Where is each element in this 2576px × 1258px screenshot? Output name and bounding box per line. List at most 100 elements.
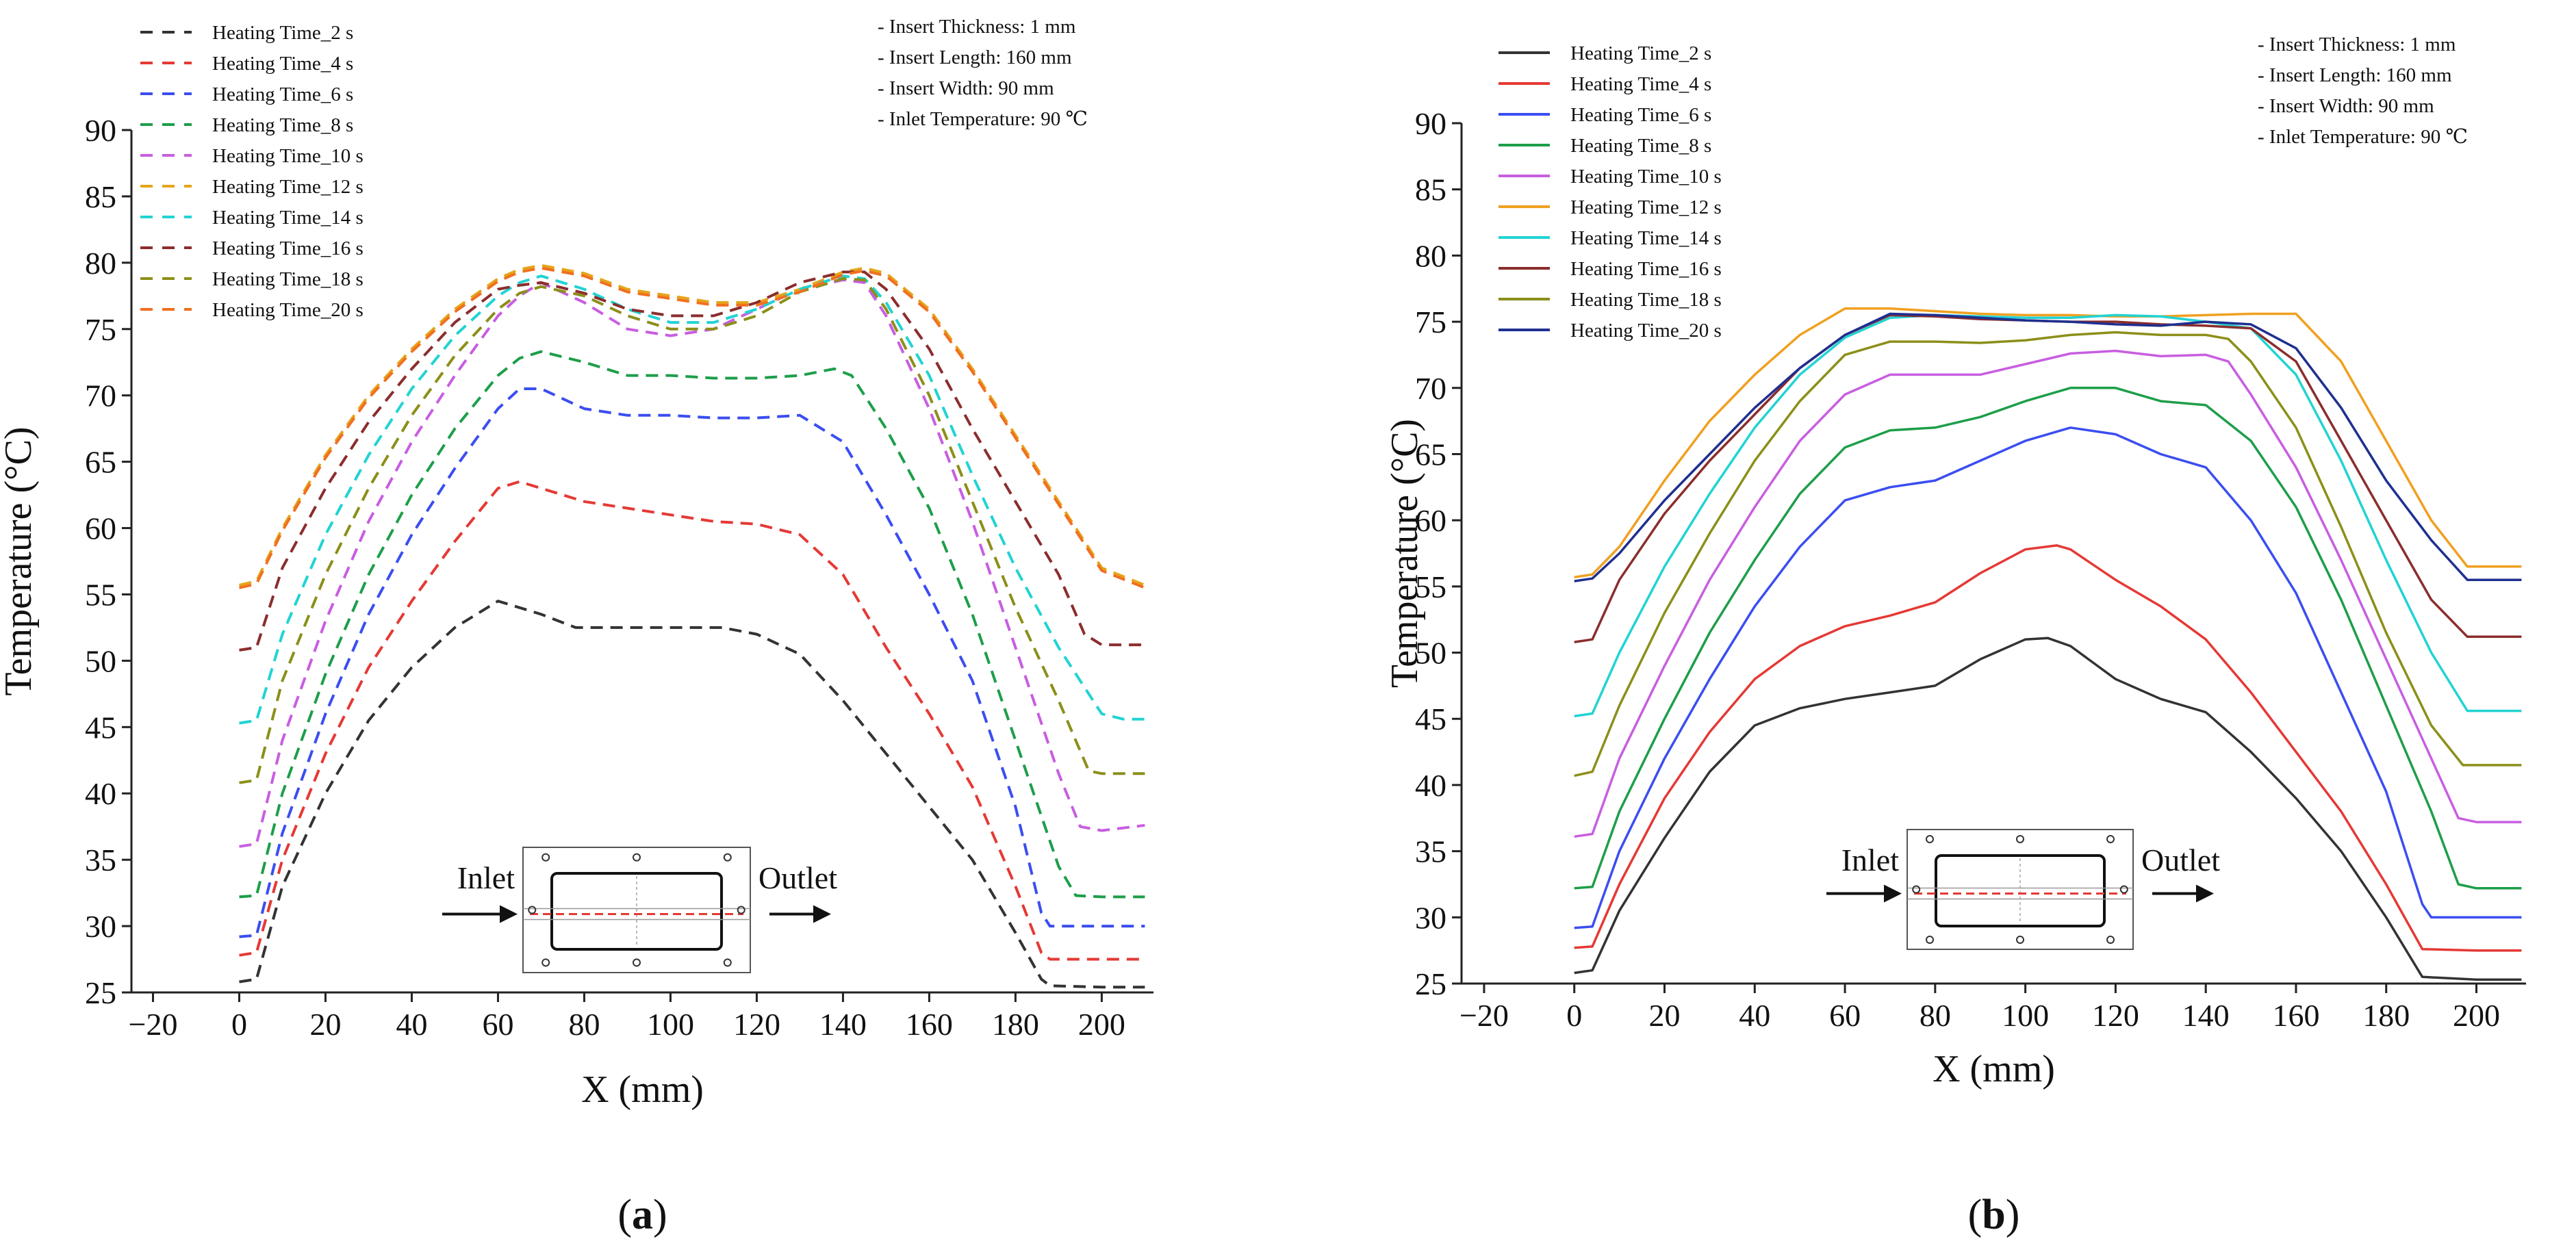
series-line-5: [239, 279, 1145, 848]
bolt-hole: [2119, 885, 2128, 894]
legend-label: Heating Time_2 s: [212, 22, 353, 44]
y-tick-label: 90: [85, 113, 116, 148]
x-axis-title: X (mm): [581, 1068, 704, 1111]
x-tick-label: 180: [992, 1007, 1039, 1042]
x-tick-label: 100: [2002, 998, 2049, 1033]
legend-label: Heating Time_12 s: [212, 176, 364, 198]
parameter-note: - Inlet Temperature: 90 ℃: [2258, 126, 2468, 148]
y-tick-label: 30: [85, 909, 116, 944]
y-tick-label: 60: [85, 511, 116, 546]
legend-label: Heating Time_16 s: [1570, 258, 1722, 280]
x-tick-label: 40: [1739, 998, 1770, 1033]
series-line-3: [239, 387, 1145, 938]
x-tick-label: 120: [2092, 998, 2139, 1033]
y-tick-label: 75: [1415, 305, 1446, 339]
y-tick-label: 75: [85, 312, 116, 347]
caption-close: ): [2006, 1192, 2020, 1238]
outlet-arrowhead: [2196, 884, 2214, 903]
y-tick-label: 70: [85, 378, 116, 413]
x-tick-label: 20: [1649, 998, 1681, 1033]
series-line-4: [239, 350, 1145, 899]
outlet-arrowhead: [813, 905, 831, 923]
y-axis-title: Temperature (°C): [0, 426, 40, 695]
series-line-2: [1574, 544, 2522, 952]
bolt-hole: [541, 958, 550, 967]
x-tick-label: 80: [568, 1007, 600, 1042]
outlet-label: Outlet: [2141, 843, 2220, 877]
legend-label: Heating Time_10 s: [1570, 166, 1722, 188]
series-line-9: [1574, 331, 2522, 778]
y-tick-label: 40: [1415, 768, 1446, 803]
y-axis-title: Temperature (°C): [1383, 419, 1426, 688]
y-tick-label: 50: [1415, 636, 1446, 671]
x-tick-label: 80: [1920, 998, 1951, 1033]
insert-schematic: Inlet Outlet: [442, 847, 837, 973]
legend-label: Heating Time_10 s: [212, 145, 364, 167]
series-line-10: [1574, 312, 2522, 582]
series-line-4: [1574, 387, 2522, 890]
series-line-7: [1574, 313, 2522, 718]
y-tick-label: 85: [1415, 172, 1446, 207]
series-line-6: [1574, 307, 2522, 579]
legend-label: Heating Time_18 s: [212, 268, 364, 290]
x-tick-label: 0: [231, 1007, 247, 1042]
x-tick-label: 140: [819, 1007, 867, 1042]
legend-label: Heating Time_14 s: [212, 207, 364, 229]
parameter-note: - Insert Width: 90 mm: [878, 77, 1054, 99]
bolt-hole: [541, 853, 550, 862]
series-line-10: [239, 266, 1146, 589]
bolt-hole: [2106, 936, 2115, 944]
series-line-1: [239, 600, 1145, 989]
x-tick-label: 180: [2362, 998, 2410, 1033]
y-tick-label: 65: [85, 445, 116, 480]
bolt-hole: [723, 958, 732, 967]
insert-schematic: Inlet Outlet: [1826, 829, 2220, 950]
x-tick-label: 40: [396, 1007, 427, 1042]
bolt-hole: [2106, 835, 2115, 843]
legend-label: Heating Time_12 s: [1570, 196, 1722, 218]
inlet-label: Inlet: [457, 860, 515, 895]
parameter-note: - Insert Thickness: 1 mm: [878, 16, 1076, 38]
legend-label: Heating Time_2 s: [1570, 42, 1711, 64]
series-line-5: [1574, 349, 2522, 838]
y-tick-label: 45: [1415, 702, 1446, 736]
series-line-8: [1574, 313, 2522, 643]
legend-label: Heating Time_6 s: [212, 84, 353, 105]
legend: Heating Time_2 s Heating Time_4 s Heating …: [140, 22, 364, 321]
legend: Heating Time_2 s Heating Time_4 s Heating …: [1499, 42, 1722, 342]
outlet-label: Outlet: [758, 860, 837, 895]
bolt-hole: [723, 853, 732, 862]
y-tick-label: 55: [1415, 569, 1446, 604]
caption-letter: b: [1982, 1192, 2005, 1238]
panel-caption: (b): [1968, 1192, 2020, 1238]
x-tick-label: 160: [2272, 998, 2319, 1033]
insert-outline: [1935, 854, 2106, 927]
caption-open: (: [617, 1192, 632, 1238]
inlet-label: Inlet: [1841, 843, 1900, 877]
caption-close: ): [653, 1192, 667, 1238]
series-line-9: [239, 277, 1145, 784]
x-tick-label: 100: [647, 1007, 694, 1042]
legend-label: Heating Time_20 s: [212, 299, 364, 321]
y-tick-label: 70: [1415, 371, 1446, 406]
legend-label: Heating Time_6 s: [1570, 104, 1711, 126]
bolt-hole: [1926, 835, 1934, 843]
bolt-hole: [2016, 936, 2024, 944]
series-line-3: [1574, 426, 2522, 929]
y-tick-label: 40: [85, 776, 116, 811]
x-tick-label: 60: [1829, 998, 1861, 1033]
y-tick-label: 80: [1415, 238, 1446, 273]
legend-label: Heating Time_18 s: [1570, 289, 1722, 311]
y-tick-label: 35: [85, 843, 116, 877]
y-tick-label: 60: [1415, 503, 1446, 538]
legend-label: Heating Time_8 s: [212, 114, 353, 136]
bolt-hole: [528, 906, 537, 914]
inlet-arrowhead: [500, 905, 518, 923]
bolt-hole: [1926, 936, 1934, 944]
schematic-frame: [1907, 829, 2134, 950]
chart-panel-a: −20 0 20 40 60 80 100 120 140 160 180 200 25 30 35 40 45…: [0, 16, 1153, 1238]
bolt-hole: [2016, 835, 2024, 843]
x-tick-label: 120: [733, 1007, 780, 1042]
bolt-hole: [633, 853, 641, 862]
